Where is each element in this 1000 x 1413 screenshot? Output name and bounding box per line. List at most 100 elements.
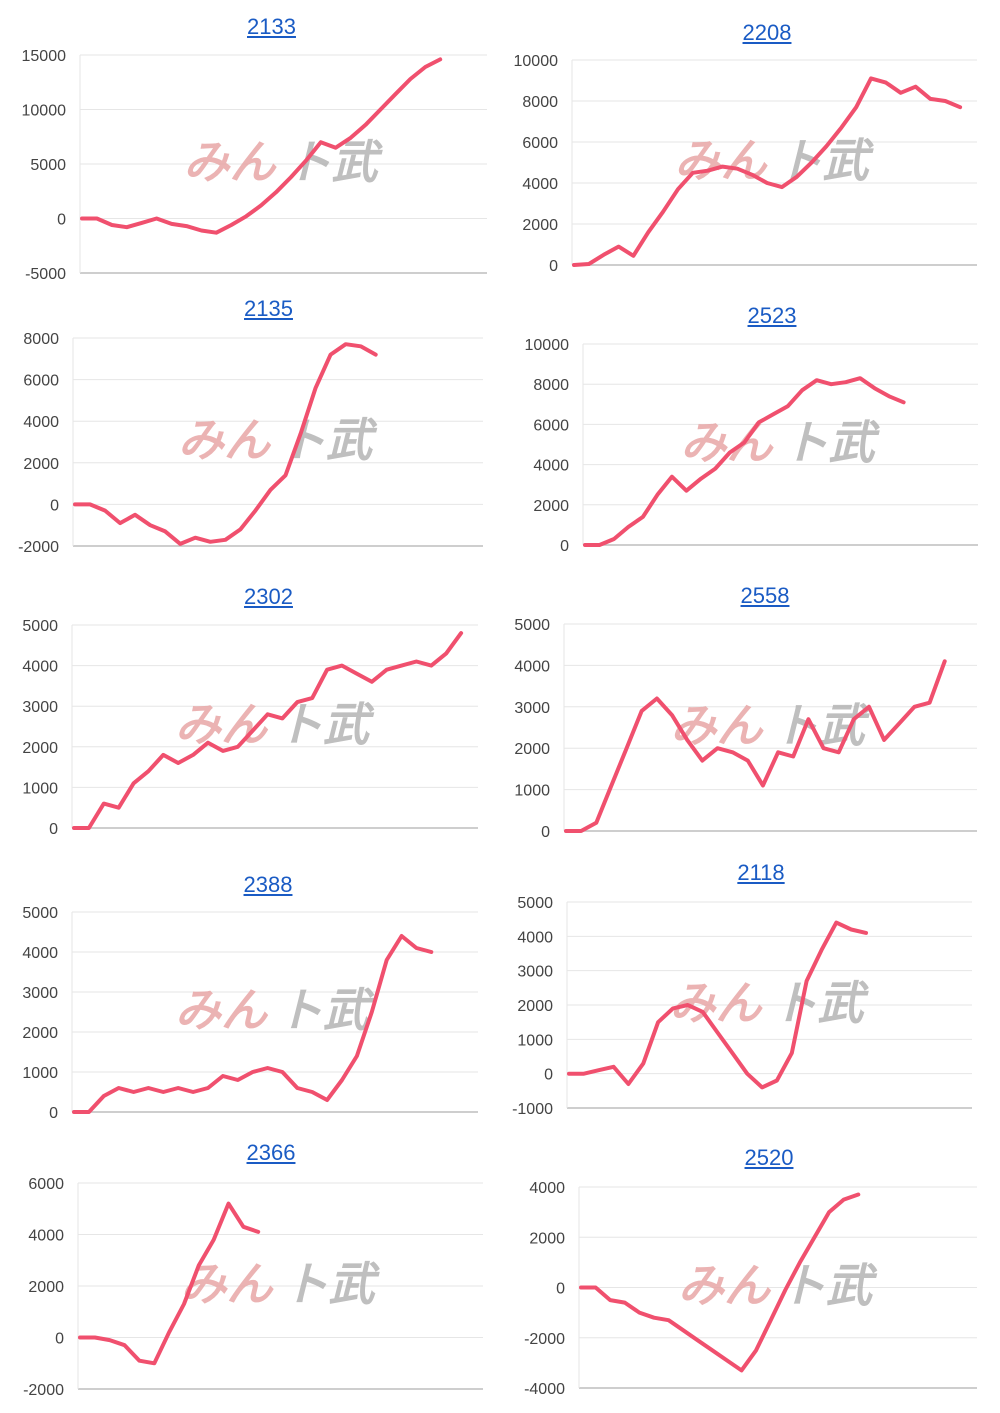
y-tick-label: 5000 — [514, 617, 550, 634]
y-tick-label: 1000 — [517, 1032, 553, 1049]
watermark-text: みん — [671, 700, 765, 752]
chart-title-link[interactable]: 2118 — [737, 860, 785, 885]
watermark-logo: みん ト武 — [175, 984, 375, 1036]
line-chart: -2000 0 2000 4000 6000 みん ト武 — [23, 1176, 483, 1399]
series-line — [564, 659, 947, 833]
y-tick-label: -4000 — [524, 1381, 565, 1398]
y-tick-label: 6000 — [533, 417, 569, 434]
watermark-text: ト武 — [280, 414, 378, 466]
y-tick-label: 3000 — [22, 699, 58, 716]
watermark-text: ト武 — [780, 1260, 878, 1312]
chart-panel-8: 2118 -1000 0 1000 2000 3000 4000 5000 みん ト武 — [500, 850, 1000, 1120]
y-tick-label: -5000 — [25, 266, 66, 283]
line-chart: 0 1000 2000 3000 4000 5000 みん ト武 — [514, 617, 977, 841]
line-chart: -2000 0 2000 4000 6000 8000 みん ト武 — [18, 331, 483, 556]
y-tick-label: -2000 — [18, 539, 59, 556]
chart-title-link[interactable]: 2135 — [244, 296, 293, 321]
y-tick-label: 5000 — [22, 618, 58, 635]
y-tick-label: 3000 — [514, 700, 550, 717]
series-line — [72, 934, 434, 1114]
y-tick-label: 0 — [544, 1067, 553, 1084]
y-tick-label: 4000 — [517, 929, 553, 946]
series-line — [72, 631, 464, 830]
chart-title-link[interactable]: 2133 — [247, 14, 296, 39]
y-tick-label: 4000 — [522, 176, 558, 193]
watermark-logo: みん ト武 — [671, 700, 871, 752]
series-line — [73, 342, 378, 546]
y-tick-label: 4000 — [28, 1228, 64, 1245]
y-tick-label: 0 — [49, 1105, 58, 1122]
y-tick-label: 0 — [541, 824, 550, 841]
y-tick-label: 1000 — [22, 780, 58, 797]
line-chart: 0 2000 4000 6000 8000 10000 みん ト武 — [525, 337, 978, 555]
line-chart: 0 1000 2000 3000 4000 5000 みん ト武 — [22, 618, 478, 838]
chart-title-link[interactable]: 2520 — [744, 1145, 794, 1170]
chart-panel-2: 2208 0 2000 4000 6000 8000 10000 みん ト武 — [500, 10, 1000, 280]
y-tick-label: 0 — [560, 538, 569, 555]
watermark-logo: みん ト武 — [670, 977, 870, 1029]
watermark-text: ト武 — [283, 1258, 381, 1310]
chart-panel-7: 2388 0 1000 2000 3000 4000 5000 みん ト武 — [0, 860, 500, 1130]
chart-title-link[interactable]: 2558 — [740, 583, 790, 608]
y-tick-label: 0 — [57, 212, 66, 229]
watermark-text: ト武 — [277, 984, 375, 1036]
y-tick-label: 0 — [49, 821, 58, 838]
chart-title-link[interactable]: 2208 — [742, 20, 792, 45]
y-tick-label: 10000 — [514, 53, 559, 70]
y-tick-label: -1000 — [512, 1101, 553, 1118]
y-tick-label: 4000 — [533, 458, 569, 475]
y-tick-label: 2000 — [514, 741, 550, 758]
y-tick-label: 2000 — [22, 740, 58, 757]
y-tick-label: 2000 — [23, 456, 59, 473]
series-line — [572, 76, 963, 267]
y-tick-label: 5000 — [30, 157, 66, 174]
y-tick-label: 3000 — [517, 964, 553, 981]
watermark-text: みん — [181, 1258, 275, 1310]
y-tick-label: 2000 — [28, 1279, 64, 1296]
y-tick-label: 10000 — [22, 103, 67, 120]
y-tick-label: 6000 — [28, 1176, 64, 1193]
chart-title-link[interactable]: 2388 — [243, 872, 293, 897]
watermark-text: みん — [681, 417, 775, 469]
line-chart: 0 2000 4000 6000 8000 10000 みん ト武 — [514, 53, 977, 275]
chart-title-link[interactable]: 2523 — [747, 303, 797, 328]
line-chart: -4000 -2000 0 2000 4000 みん ト武 — [524, 1180, 977, 1398]
y-tick-label: 0 — [556, 1281, 565, 1298]
chart-panel-4: 2523 0 2000 4000 6000 8000 10000 みん ト武 — [500, 290, 1000, 560]
y-tick-label: 0 — [55, 1331, 64, 1348]
y-tick-label: 2000 — [22, 1025, 58, 1042]
series-line — [567, 920, 868, 1090]
y-tick-label: 8000 — [23, 331, 59, 348]
watermark-text: ト武 — [772, 977, 870, 1029]
chart-title-link[interactable]: 2302 — [244, 584, 293, 609]
line-chart: -5000 0 5000 10000 15000 みん ト武 — [22, 48, 487, 283]
series-line — [583, 376, 906, 547]
y-tick-label: 1000 — [22, 1065, 58, 1082]
y-tick-label: 0 — [50, 497, 59, 514]
y-tick-label: 5000 — [22, 905, 58, 922]
y-tick-label: 10000 — [525, 337, 570, 354]
watermark-text: みん — [175, 984, 269, 1036]
line-chart: -1000 0 1000 2000 3000 4000 5000 みん ト武 — [512, 895, 972, 1118]
y-tick-label: 3000 — [22, 985, 58, 1002]
line-chart: 0 1000 2000 3000 4000 5000 みん ト武 — [22, 905, 478, 1122]
y-tick-label: 4000 — [22, 945, 58, 962]
y-tick-label: 4000 — [514, 658, 550, 675]
y-tick-label: 2000 — [522, 217, 558, 234]
y-tick-label: 6000 — [23, 373, 59, 390]
y-tick-label: 2000 — [529, 1230, 565, 1247]
chart-title-link[interactable]: 2366 — [246, 1140, 296, 1165]
chart-panel-1: 2133 -5000 0 5000 10000 15000 みん ト武 — [0, 10, 500, 283]
watermark-logo: みん ト武 — [675, 135, 875, 187]
y-tick-label: 6000 — [522, 135, 558, 152]
chart-panel-5: 2302 0 1000 2000 3000 4000 5000 みん ト武 — [0, 575, 500, 845]
watermark-logo: みん ト武 — [184, 136, 384, 188]
chart-panel-6: 2558 0 1000 2000 3000 4000 5000 みん ト武 — [500, 575, 1000, 845]
chart-panel-3: 2135 -2000 0 2000 4000 6000 8000 みん ト武 — [0, 290, 500, 560]
watermark-text: みん — [184, 136, 278, 188]
watermark-logo: みん ト武 — [678, 1260, 878, 1312]
watermark-text: みん — [175, 699, 269, 751]
watermark-text: ト武 — [783, 417, 881, 469]
y-tick-label: -2000 — [524, 1331, 565, 1348]
y-tick-label: 4000 — [23, 414, 59, 431]
